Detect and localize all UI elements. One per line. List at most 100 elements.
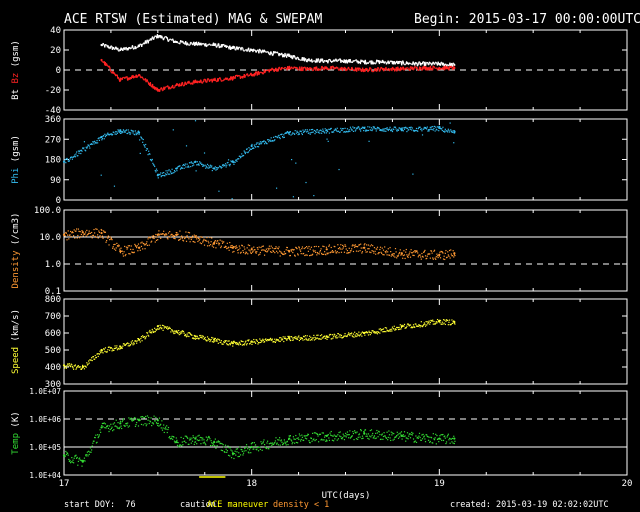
data-point-temp [131, 420, 134, 422]
data-point-temp [421, 434, 423, 436]
data-point-phi [295, 132, 298, 134]
data-point-density [250, 248, 253, 251]
data-point-speed [368, 330, 370, 332]
data-point-temp [355, 432, 357, 434]
data-point-phi [207, 167, 209, 169]
series-trace-bt [274, 51, 277, 53]
data-point-temp [122, 418, 125, 420]
data-point-speed [304, 335, 307, 337]
data-point-density [161, 233, 164, 235]
data-point-speed [265, 339, 267, 341]
data-point-phi [268, 141, 270, 143]
series-trace-bz [199, 80, 201, 84]
data-point-phi [128, 132, 131, 134]
series-trace-bz [337, 67, 339, 70]
data-point-density [370, 244, 373, 246]
data-point-temp [178, 445, 180, 447]
data-point-density [86, 234, 89, 236]
series-trace-bt [412, 61, 415, 63]
data-point-phi [275, 187, 278, 189]
data-point-density [81, 231, 84, 234]
xtick-label: 19 [434, 479, 445, 489]
data-point-temp [107, 424, 109, 427]
data-point-temp [159, 424, 161, 426]
data-point-temp [211, 442, 213, 444]
series-trace-bz [154, 87, 156, 90]
data-point-density [428, 253, 430, 255]
data-point-speed [130, 341, 132, 343]
data-point-temp [359, 436, 361, 438]
data-point-temp [166, 425, 168, 427]
data-point-density [82, 235, 84, 237]
data-point-speed [162, 329, 164, 331]
data-point-density [251, 251, 254, 253]
series-trace-bt [111, 47, 114, 50]
data-point-temp [213, 440, 216, 444]
data-point-phi [301, 133, 304, 136]
data-point-temp [131, 420, 133, 422]
data-point-phi [247, 151, 249, 153]
data-point-temp [95, 434, 97, 436]
data-point-phi [319, 129, 322, 131]
data-point-temp [393, 438, 395, 440]
series-trace-bt [443, 65, 446, 67]
data-point-speed [256, 339, 258, 341]
data-point-density [438, 253, 441, 256]
data-point-temp [406, 432, 409, 434]
data-point-density [84, 233, 86, 235]
data-point-speed [427, 323, 429, 325]
data-point-density [300, 252, 302, 255]
data-point-temp [415, 441, 418, 444]
data-point-temp [106, 425, 108, 427]
data-point-phi [145, 143, 147, 146]
data-point-temp [251, 442, 253, 444]
data-point-speed [73, 368, 75, 370]
data-point-speed [324, 335, 326, 337]
data-point-temp [136, 418, 138, 420]
data-point-speed [450, 323, 452, 325]
data-point-density [124, 245, 126, 248]
data-point-temp [348, 434, 350, 436]
data-point-temp [422, 433, 424, 436]
data-point-density [334, 250, 337, 252]
series-trace-bz [190, 82, 193, 85]
data-point-speed [379, 328, 382, 330]
data-point-phi [375, 130, 377, 132]
data-point-density [213, 241, 216, 245]
data-point-density [319, 250, 322, 252]
data-point-density [363, 246, 366, 249]
data-point-speed [81, 367, 83, 370]
series-trace-bt [332, 60, 334, 63]
data-point-phi [239, 155, 241, 157]
data-point-speed [181, 330, 183, 332]
data-point-phi [418, 126, 420, 128]
data-point-temp [310, 437, 313, 440]
series-trace-bt [254, 49, 257, 52]
created-timestamp: created: 2015-03-19 02:02:02UTC [450, 500, 609, 510]
data-point-phi [348, 130, 350, 132]
data-point-density [271, 247, 273, 249]
data-point-phi [236, 158, 239, 160]
data-point-density [361, 251, 364, 253]
series-trace-bz [392, 66, 394, 68]
data-point-speed [209, 340, 211, 343]
data-point-speed [122, 343, 125, 345]
data-point-speed [81, 365, 84, 369]
data-point-density [399, 249, 401, 251]
data-point-phi [378, 127, 380, 129]
data-point-density [148, 236, 150, 238]
data-point-temp [388, 430, 390, 432]
data-point-density [106, 240, 108, 242]
series-trace-bz [403, 69, 405, 71]
data-point-phi [277, 136, 279, 139]
data-point-density [167, 232, 170, 234]
data-point-temp [366, 433, 368, 435]
data-point-density [170, 234, 172, 236]
data-point-density [369, 245, 371, 247]
data-point-speed [247, 339, 249, 341]
data-point-temp [311, 440, 313, 442]
data-point-speed [412, 324, 415, 326]
data-point-speed [124, 344, 126, 347]
data-point-phi [133, 130, 135, 132]
data-point-phi [432, 129, 434, 131]
